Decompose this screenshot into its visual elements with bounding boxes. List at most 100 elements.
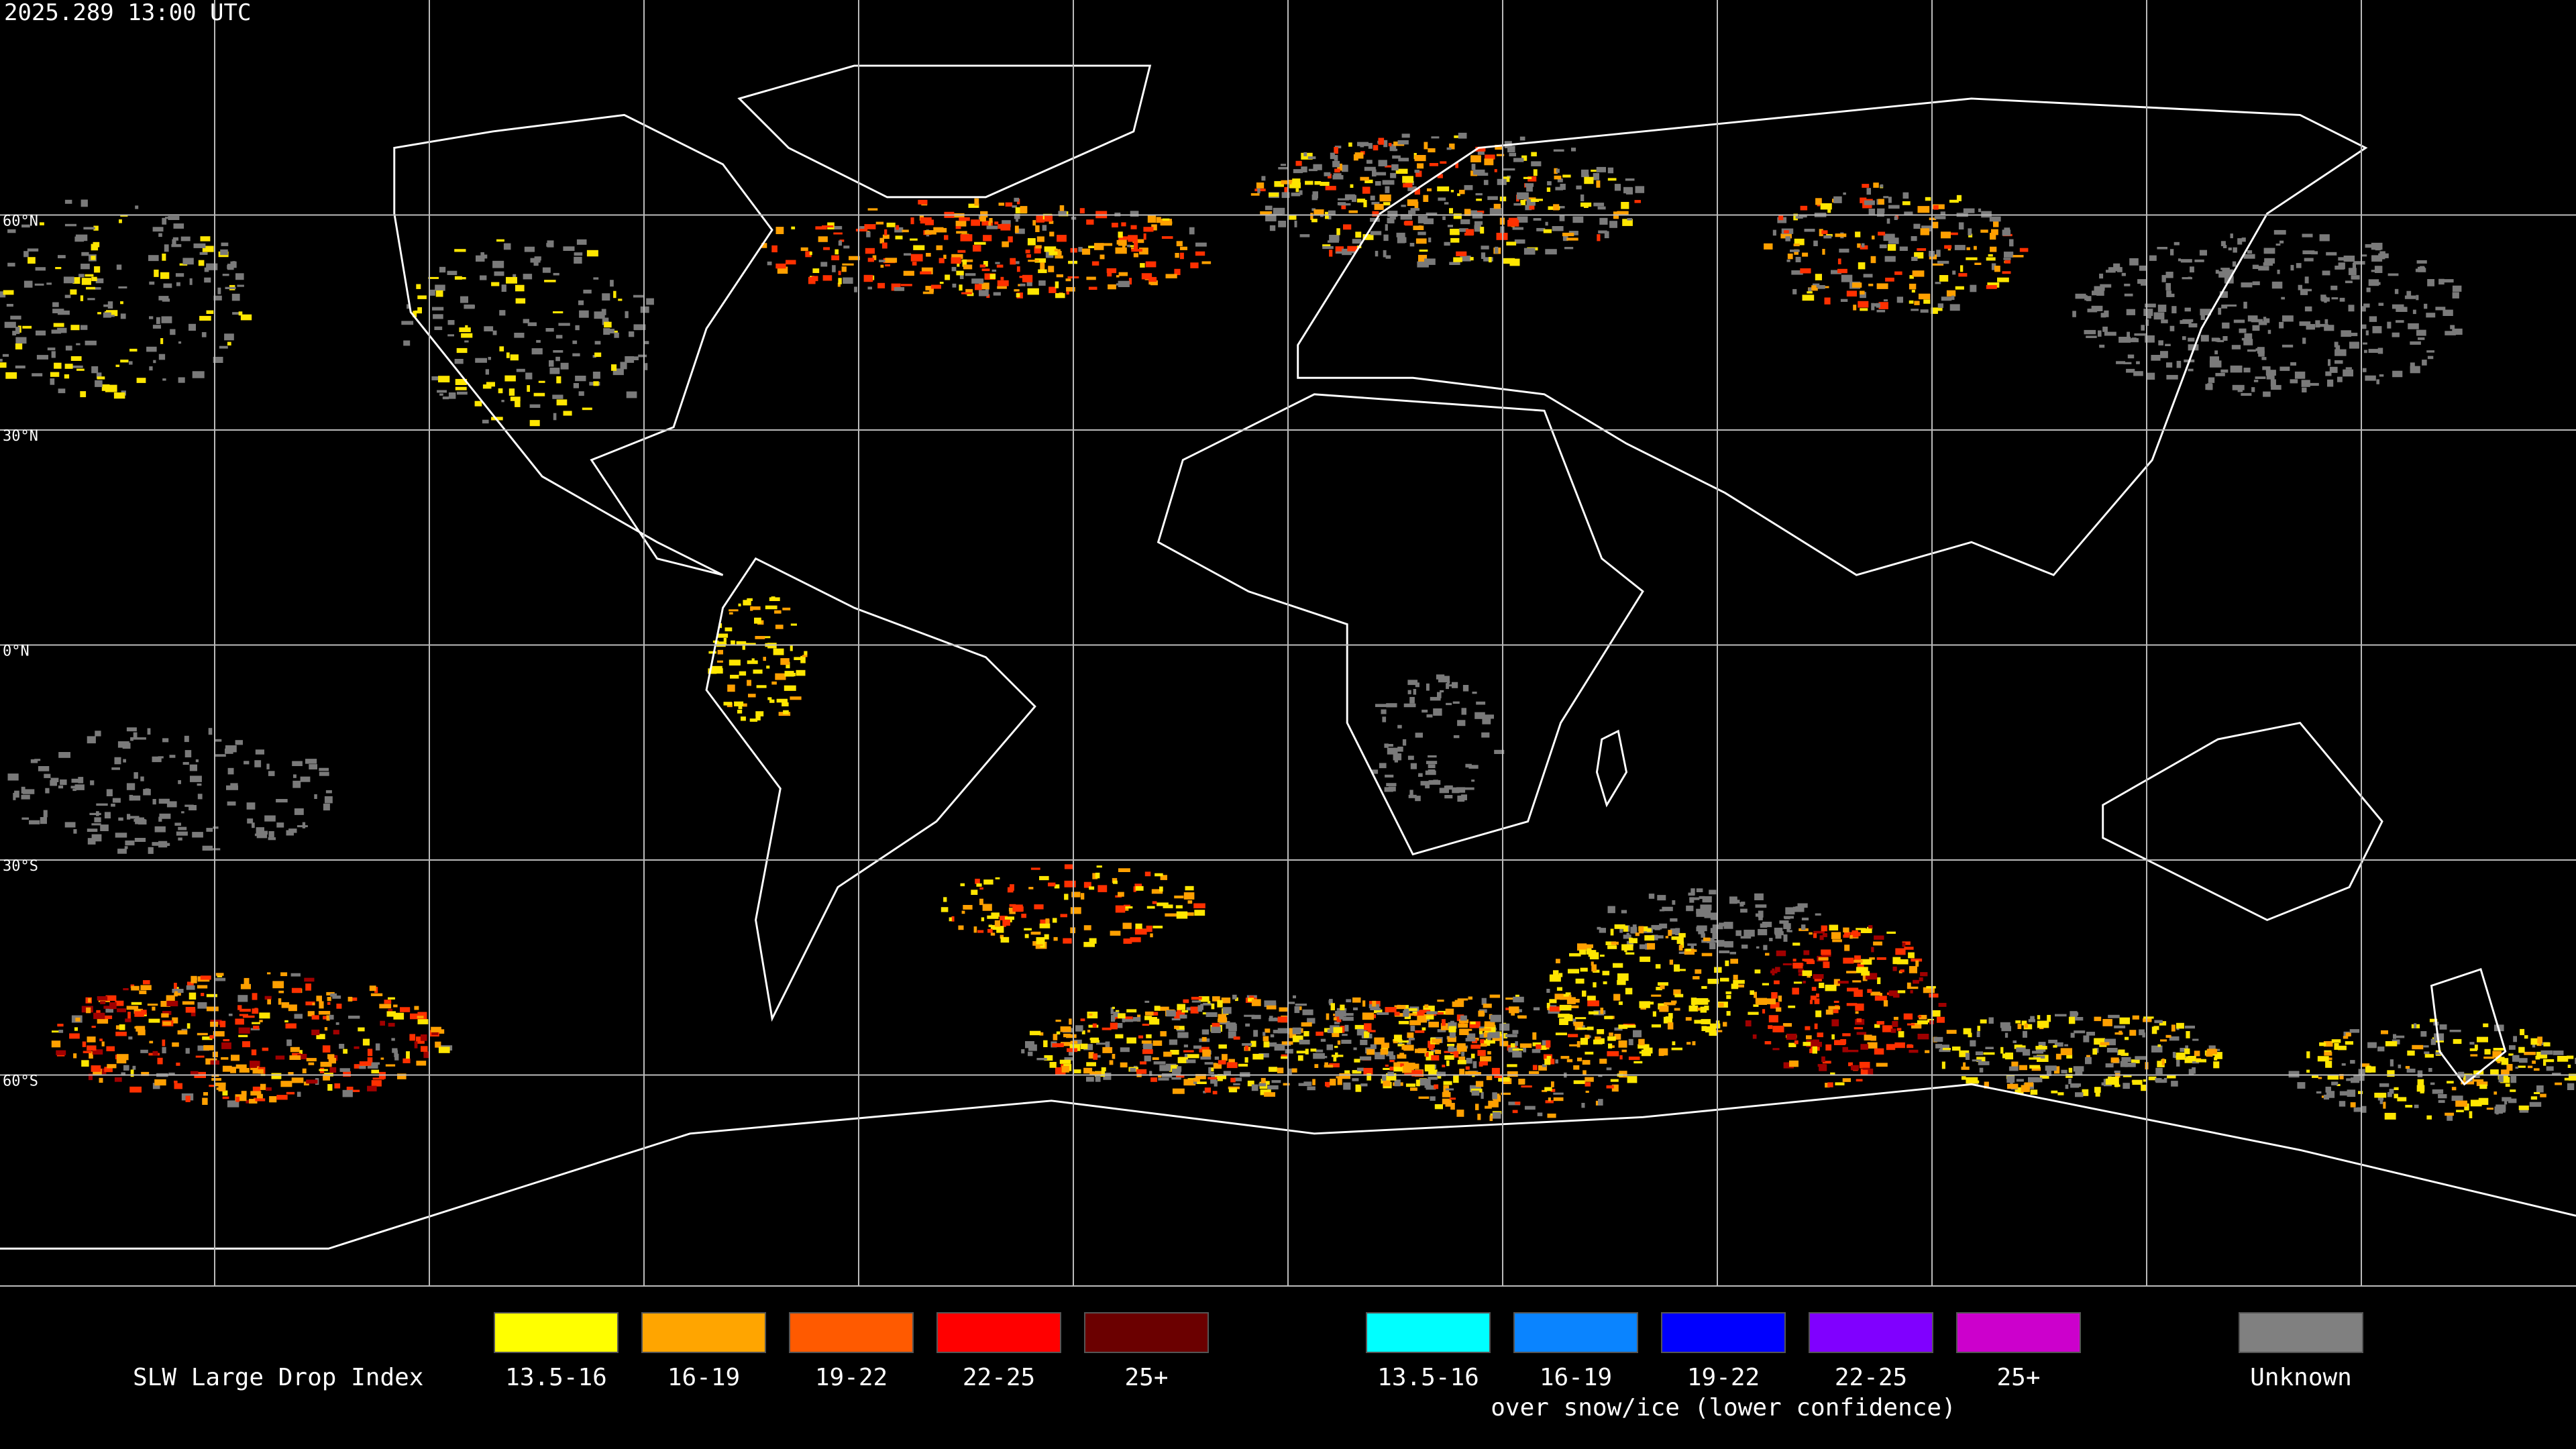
cloud-pixel bbox=[1151, 889, 1163, 894]
cloud-pixel bbox=[994, 221, 999, 225]
cloud-pixel bbox=[912, 262, 917, 266]
cloud-pixel bbox=[1446, 147, 1452, 150]
cloud-pixel bbox=[454, 359, 464, 364]
cloud-pixel bbox=[1396, 232, 1405, 237]
cloud-pixel bbox=[2493, 1091, 2498, 1095]
cloud-pixel bbox=[1014, 213, 1020, 219]
cloud-pixel bbox=[2279, 321, 2284, 329]
cloud-pixel bbox=[264, 996, 272, 1000]
cloud-pixel bbox=[1176, 1026, 1185, 1030]
cloud-pixel bbox=[2249, 339, 2253, 345]
cloud-pixel bbox=[1428, 1044, 1434, 1051]
cloud-pixel bbox=[252, 993, 258, 1000]
cloud-pixel bbox=[2345, 1041, 2353, 1045]
cloud-pixel bbox=[1009, 908, 1016, 914]
cloud-pixel bbox=[1035, 245, 1042, 249]
cloud-pixel bbox=[76, 343, 80, 345]
cloud-pixel bbox=[1092, 873, 1098, 879]
cloud-pixel bbox=[1792, 963, 1803, 969]
cloud-pixel bbox=[1822, 933, 1827, 937]
cloud-pixel bbox=[64, 822, 76, 828]
cloud-pixel bbox=[1055, 281, 1059, 288]
cloud-pixel bbox=[336, 1004, 342, 1009]
cloud-pixel bbox=[14, 790, 19, 798]
cloud-pixel bbox=[1049, 248, 1058, 256]
cloud-pixel bbox=[1159, 886, 1163, 892]
cloud-pixel bbox=[791, 226, 796, 229]
cloud-pixel bbox=[1837, 258, 1841, 264]
cloud-pixel bbox=[1401, 133, 1410, 138]
cloud-pixel bbox=[1281, 192, 1290, 199]
cloud-pixel bbox=[1614, 184, 1621, 191]
cloud-pixel bbox=[2157, 305, 2167, 313]
cloud-pixel bbox=[1089, 1071, 1095, 1076]
cloud-pixel bbox=[130, 1069, 134, 1077]
cloud-pixel bbox=[2215, 337, 2220, 342]
cloud-pixel bbox=[1197, 1005, 1203, 1012]
cloud-pixel bbox=[1292, 178, 1301, 184]
cloud-pixel bbox=[2125, 1036, 2129, 1040]
cloud-pixel bbox=[1692, 1041, 1696, 1046]
cloud-pixel bbox=[1868, 1068, 1874, 1075]
cloud-pixel bbox=[1061, 1042, 1073, 1046]
cloud-pixel bbox=[1328, 215, 1332, 220]
cloud-pixel bbox=[1404, 1015, 1411, 1020]
cloud-pixel bbox=[2324, 1051, 2332, 1056]
cloud-pixel bbox=[516, 368, 525, 372]
cloud-pixel bbox=[1269, 225, 1276, 231]
cloud-pixel bbox=[1039, 1032, 1044, 1036]
cloud-pixel bbox=[1610, 928, 1614, 936]
cloud-pixel bbox=[1517, 192, 1529, 200]
cloud-pixel bbox=[2257, 347, 2265, 354]
cloud-pixel bbox=[1135, 885, 1144, 891]
cloud-pixel bbox=[1658, 982, 1668, 986]
cloud-pixel bbox=[1533, 218, 1542, 221]
cloud-pixel bbox=[1379, 763, 1387, 769]
cloud-pixel bbox=[2021, 1020, 2027, 1026]
cloud-pixel bbox=[895, 235, 903, 239]
cloud-pixel bbox=[1718, 922, 1731, 926]
cloud-pixel bbox=[1834, 1040, 1845, 1045]
cloud-pixel bbox=[1566, 997, 1576, 1004]
cloud-pixel bbox=[73, 1053, 77, 1059]
cloud-pixel bbox=[1483, 1004, 1492, 1008]
cloud-pixel bbox=[2008, 1066, 2019, 1071]
cloud-pixel bbox=[305, 983, 311, 991]
cloud-pixel bbox=[1092, 1071, 1102, 1076]
cloud-pixel bbox=[213, 1031, 225, 1037]
cloud-pixel bbox=[403, 340, 411, 346]
cloud-pixel bbox=[2009, 239, 2014, 247]
cloud-pixel bbox=[1883, 233, 1895, 241]
cloud-pixel bbox=[755, 711, 764, 716]
cloud-pixel bbox=[235, 1096, 239, 1102]
cloud-pixel bbox=[1000, 276, 1004, 280]
cloud-pixel bbox=[1469, 1021, 1481, 1028]
cloud-pixel bbox=[1299, 190, 1303, 195]
cloud-pixel bbox=[2443, 309, 2453, 316]
cloud-pixel bbox=[1296, 1051, 1308, 1054]
cloud-pixel bbox=[742, 643, 745, 650]
cloud-pixel bbox=[1346, 999, 1352, 1003]
cloud-pixel bbox=[1437, 1000, 1444, 1002]
cloud-pixel bbox=[1387, 217, 1395, 223]
cloud-pixel bbox=[1946, 1030, 1957, 1034]
cloud-pixel bbox=[594, 311, 605, 319]
cloud-pixel bbox=[2035, 1046, 2047, 1050]
cloud-pixel bbox=[1154, 1006, 1161, 1011]
cloud-pixel bbox=[185, 1095, 191, 1102]
cloud-pixel bbox=[189, 323, 196, 331]
cloud-pixel bbox=[2417, 1070, 2423, 1077]
cloud-pixel bbox=[1325, 186, 1336, 191]
cloud-pixel bbox=[2455, 1100, 2467, 1107]
cloud-pixel bbox=[1464, 184, 1473, 191]
cloud-pixel bbox=[1415, 170, 1422, 177]
cloud-pixel bbox=[1179, 252, 1184, 260]
cloud-pixel bbox=[332, 996, 341, 999]
cloud-pixel bbox=[2473, 1079, 2484, 1082]
cloud-pixel bbox=[1887, 244, 1896, 251]
cloud-pixel bbox=[184, 750, 192, 757]
cloud-pixel bbox=[1477, 1114, 1481, 1120]
cloud-pixel bbox=[1442, 1065, 1446, 1067]
cloud-pixel bbox=[2350, 1060, 2355, 1064]
